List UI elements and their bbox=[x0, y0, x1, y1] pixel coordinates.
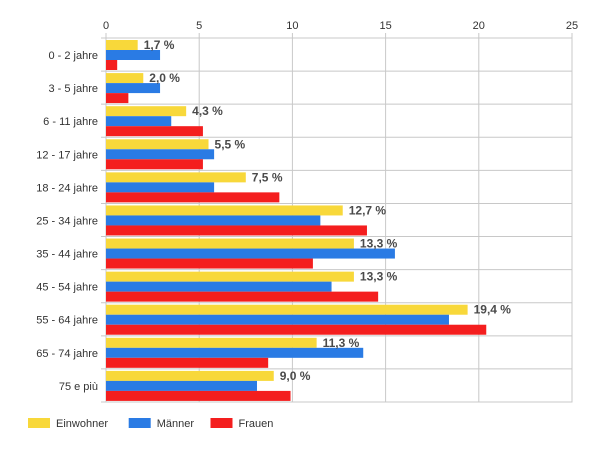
bar-frauen-55-64-jahre bbox=[106, 324, 487, 335]
legend-swatch-m-nner bbox=[128, 418, 151, 428]
bar-m-nner-55-64-jahre bbox=[106, 314, 449, 325]
bar-frauen-0-2-jahre bbox=[106, 60, 118, 70]
category-label-3-5-jahre: 3 - 5 jahre bbox=[48, 83, 98, 95]
legend-swatch-einwohner bbox=[28, 418, 50, 428]
bar-m-nner-12-17-jahre bbox=[106, 149, 215, 160]
bar-m-nner-18-24-jahre bbox=[106, 182, 215, 193]
bar-einwohner-25-34-jahre bbox=[106, 205, 343, 216]
category-label-25-34-jahre: 25 - 34 jahre bbox=[36, 215, 98, 227]
data-label-45-54-jahre: 13,3 % bbox=[360, 270, 398, 284]
bars bbox=[106, 40, 487, 401]
bar-einwohner-18-24-jahre bbox=[106, 172, 246, 183]
data-label-6-11-jahre: 4,3 % bbox=[192, 104, 223, 118]
category-labels: 0 - 2 jahre 3 - 5 jahre 6 - 11 jahre 12 - 1… bbox=[36, 50, 98, 393]
legend: Einwohner Männer Frauen bbox=[28, 418, 273, 430]
category-label-35-44-jahre: 35 - 44 jahre bbox=[36, 249, 98, 261]
data-label-55-64-jahre: 19,4 % bbox=[474, 303, 512, 317]
bar-einwohner-3-5-jahre bbox=[106, 73, 144, 84]
x-tick-label: 10 bbox=[286, 20, 298, 32]
bar-einwohner-55-64-jahre bbox=[106, 304, 468, 315]
bar-einwohner-0-2-jahre bbox=[106, 40, 138, 50]
legend-label-einwohner: Einwohner bbox=[56, 418, 108, 430]
category-label-75-e-pi: 75 e più bbox=[59, 381, 98, 393]
legend-swatch-frauen bbox=[210, 418, 233, 428]
bar-frauen-18-24-jahre bbox=[106, 192, 280, 203]
data-label-18-24-jahre: 7,5 % bbox=[252, 170, 283, 184]
bar-einwohner-65-74-jahre bbox=[106, 337, 317, 348]
bar-m-nner-75-e-pi bbox=[106, 380, 257, 391]
bar-frauen-12-17-jahre bbox=[106, 159, 203, 170]
x-tick-label: 20 bbox=[473, 20, 485, 32]
category-label-55-64-jahre: 55 - 64 jahre bbox=[36, 315, 98, 327]
bar-frauen-45-54-jahre bbox=[106, 291, 379, 302]
category-label-6-11-jahre: 6 - 11 jahre bbox=[43, 116, 98, 128]
data-label-35-44-jahre: 13,3 % bbox=[360, 237, 398, 251]
bar-frauen-3-5-jahre bbox=[106, 93, 129, 104]
bar-m-nner-25-34-jahre bbox=[106, 215, 321, 226]
bar-m-nner-0-2-jahre bbox=[106, 50, 161, 60]
bar-frauen-6-11-jahre bbox=[106, 126, 203, 137]
bar-einwohner-35-44-jahre bbox=[106, 238, 354, 249]
bar-m-nner-3-5-jahre bbox=[106, 83, 161, 94]
bar-frauen-65-74-jahre bbox=[106, 357, 269, 368]
x-axis-ticks: 0 5 10 15 20 25 bbox=[103, 20, 578, 32]
x-tick-label: 0 bbox=[103, 20, 109, 32]
bar-einwohner-6-11-jahre bbox=[106, 106, 187, 117]
data-label-0-2-jahre: 1,7 % bbox=[144, 38, 175, 52]
x-tick-label: 25 bbox=[566, 20, 578, 32]
bar-m-nner-6-11-jahre bbox=[106, 116, 172, 127]
x-tick-label: 15 bbox=[379, 20, 391, 32]
legend-label-m-nner: Männer bbox=[157, 418, 195, 430]
category-label-0-2-jahre: 0 - 2 jahre bbox=[48, 50, 98, 62]
bar-m-nner-45-54-jahre bbox=[106, 281, 332, 292]
bar-frauen-35-44-jahre bbox=[106, 258, 313, 269]
grid-lines bbox=[101, 33, 573, 403]
category-label-12-17-jahre: 12 - 17 jahre bbox=[36, 149, 98, 161]
bar-einwohner-75-e-pi bbox=[106, 370, 274, 381]
data-label-3-5-jahre: 2,0 % bbox=[149, 71, 180, 85]
category-label-18-24-jahre: 18 - 24 jahre bbox=[36, 182, 98, 194]
bar-m-nner-35-44-jahre bbox=[106, 248, 395, 259]
bar-frauen-75-e-pi bbox=[106, 390, 291, 401]
legend-label-frauen: Frauen bbox=[239, 418, 274, 430]
category-label-65-74-jahre: 65 - 74 jahre bbox=[36, 348, 98, 360]
data-label-25-34-jahre: 12,7 % bbox=[349, 203, 387, 217]
bar-m-nner-65-74-jahre bbox=[106, 347, 364, 358]
data-label-75-e-pi: 9,0 % bbox=[280, 369, 311, 383]
bar-einwohner-12-17-jahre bbox=[106, 139, 209, 150]
category-label-45-54-jahre: 45 - 54 jahre bbox=[36, 282, 98, 294]
x-tick-label: 5 bbox=[196, 20, 202, 32]
data-labels: 1,7 % 2,0 % 4,3 % 5,5 % 7,5 % 12,7 % 13,3 % 13,… bbox=[144, 38, 512, 383]
data-label-65-74-jahre: 11,3 % bbox=[323, 336, 360, 350]
bar-frauen-25-34-jahre bbox=[106, 225, 367, 236]
bar-einwohner-45-54-jahre bbox=[106, 271, 354, 282]
data-label-12-17-jahre: 5,5 % bbox=[215, 137, 246, 151]
